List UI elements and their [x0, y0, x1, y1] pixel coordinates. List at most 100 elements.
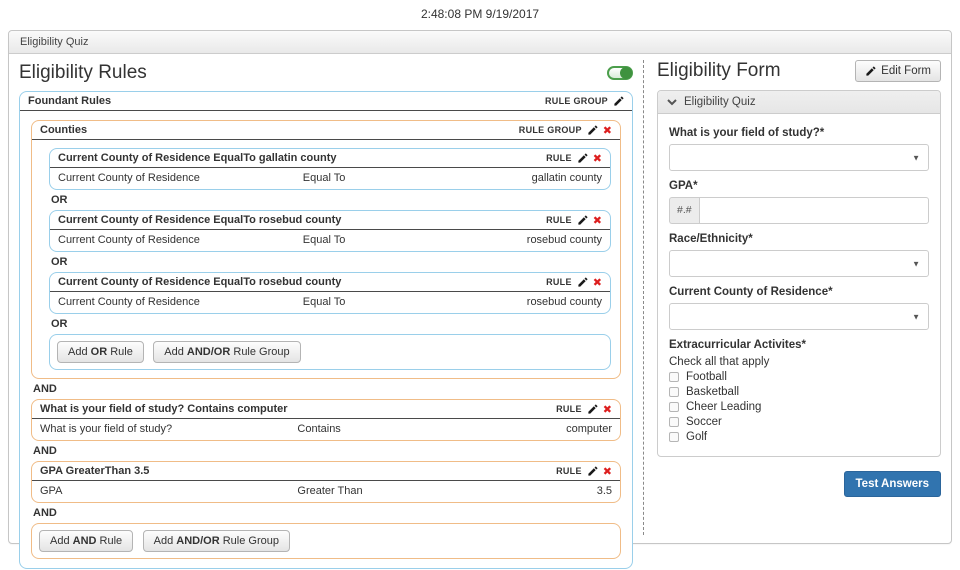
checkbox-icon[interactable]: [669, 402, 679, 412]
edit-pencil-icon[interactable]: [577, 152, 588, 164]
add-andor-rule-group-button[interactable]: Add AND/OR Rule Group: [153, 341, 301, 363]
rule-label: RULE: [546, 153, 572, 163]
rule-value: rosebud county: [526, 234, 602, 246]
checkbox-golf[interactable]: Golf: [669, 431, 929, 443]
rule-detail-row: Current County of Residence Equal To gal…: [50, 168, 610, 189]
rule-label: RULE: [556, 466, 582, 476]
rule-group-name: Counties: [40, 124, 88, 136]
rule-header: Current County of Residence EqualTo rose…: [50, 211, 610, 230]
checkbox-label: Cheer Leading: [686, 401, 762, 413]
checkbox-cheer-leading[interactable]: Cheer Leading: [669, 401, 929, 413]
rule-group-foundant-children: Counties RULE GROUP ✖ Curren: [20, 111, 632, 568]
rule-header: What is your field of study? Contains co…: [32, 400, 620, 419]
add-or-rule-container: Add OR Rule Add AND/OR Rule Group: [49, 334, 611, 370]
rules-enabled-toggle[interactable]: [607, 66, 633, 80]
rule-field: What is your field of study?: [40, 423, 173, 435]
rule-value: 3.5: [596, 485, 612, 497]
form-section-title: Eligibility Quiz: [684, 96, 756, 108]
rule-group-meta: RULE GROUP: [545, 95, 624, 107]
rule-county-2: Current County of Residence EqualTo rose…: [49, 210, 611, 252]
tab-eligibility-quiz[interactable]: Eligibility Quiz: [20, 36, 89, 48]
form-section-header[interactable]: Eligibility Quiz: [658, 91, 940, 114]
rule-meta: RULE ✖: [546, 153, 602, 164]
rule-value: gallatin county: [531, 172, 602, 184]
rule-group-counties-children: Current County of Residence EqualTo gall…: [32, 140, 620, 378]
rule-operator: Contains: [297, 423, 341, 435]
gpa-label: GPA*: [669, 180, 698, 192]
eligibility-quiz-panel: Eligibility Quiz Eligibility Rules Found…: [8, 30, 952, 569]
edit-form-label: Edit Form: [881, 65, 931, 77]
race-ethnicity-label: Race/Ethnicity*: [669, 233, 753, 245]
rule-field-of-study: What is your field of study? Contains co…: [31, 399, 621, 441]
race-ethnicity-select[interactable]: ▼: [669, 250, 929, 277]
delete-x-icon[interactable]: ✖: [592, 275, 602, 289]
rule-county-3: Current County of Residence EqualTo rose…: [49, 272, 611, 314]
rule-group-label: RULE GROUP: [518, 125, 582, 135]
rule-title: Current County of Residence EqualTo gall…: [58, 152, 337, 164]
rule-detail-row: Current County of Residence Equal To ros…: [50, 292, 610, 313]
delete-x-icon[interactable]: ✖: [592, 213, 602, 227]
add-or-rule-button[interactable]: Add OR Rule: [57, 341, 144, 363]
rule-meta: RULE ✖: [546, 215, 602, 226]
rule-operator: Equal To: [302, 234, 346, 246]
delete-x-icon[interactable]: ✖: [602, 402, 612, 416]
checkbox-icon[interactable]: [669, 417, 679, 427]
add-and-rule-button[interactable]: Add AND Rule: [39, 530, 134, 552]
county-label: Current County of Residence*: [669, 286, 833, 298]
rule-title: Current County of Residence EqualTo rose…: [58, 214, 342, 226]
rule-meta: RULE ✖: [556, 404, 612, 415]
checkbox-basketball[interactable]: Basketball: [669, 386, 929, 398]
delete-x-icon[interactable]: ✖: [602, 123, 612, 137]
rules-title: Eligibility Rules: [19, 62, 147, 83]
county-select[interactable]: ▼: [669, 303, 929, 330]
eligibility-form-column: Eligibility Form Edit Form Eligibility Q…: [644, 60, 941, 535]
rule-header: Current County of Residence EqualTo gall…: [50, 149, 610, 168]
edit-pencil-icon[interactable]: [587, 403, 598, 415]
rule-label: RULE: [546, 215, 572, 225]
rule-header: GPA GreaterThan 3.5 RULE ✖: [32, 462, 620, 481]
field-of-study-select[interactable]: ▼: [669, 144, 929, 171]
rule-operator: Equal To: [302, 172, 346, 184]
pencil-icon: [866, 65, 876, 76]
add-andor-rule-group-button[interactable]: Add AND/OR Rule Group: [142, 530, 290, 552]
rule-gpa: GPA GreaterThan 3.5 RULE ✖ GPA Greater T…: [31, 461, 621, 503]
rule-group-foundant: Foundant Rules RULE GROUP Counties RULE …: [19, 91, 633, 569]
rule-meta: RULE ✖: [556, 466, 612, 477]
edit-pencil-icon[interactable]: [587, 465, 598, 477]
checkbox-icon[interactable]: [669, 432, 679, 442]
form-actions: Test Answers: [657, 471, 941, 497]
joiner-or: OR: [51, 318, 68, 330]
gpa-input-group: #.#: [669, 197, 929, 224]
toggle-knob-icon: [620, 67, 632, 79]
rule-detail-row: What is your field of study? Contains co…: [32, 419, 620, 440]
rule-group-counties: Counties RULE GROUP ✖ Curren: [31, 120, 621, 379]
test-answers-button[interactable]: Test Answers: [843, 471, 941, 497]
check-all-help-text: Check all that apply: [669, 356, 770, 368]
checkbox-football[interactable]: Football: [669, 371, 929, 383]
checkbox-icon[interactable]: [669, 372, 679, 382]
form-section-body: What is your field of study?* ▼ GPA* #.#…: [658, 114, 940, 456]
joiner-and: AND: [33, 507, 57, 519]
rule-detail-row: Current County of Residence Equal To ros…: [50, 230, 610, 251]
gpa-input[interactable]: [698, 197, 929, 224]
edit-pencil-icon[interactable]: [577, 276, 588, 288]
rule-label: RULE: [546, 277, 572, 287]
checkbox-label: Golf: [686, 431, 708, 443]
edit-form-button[interactable]: Edit Form: [855, 60, 941, 82]
joiner-and: AND: [33, 445, 57, 457]
rule-value: rosebud county: [526, 296, 602, 308]
checkbox-soccer[interactable]: Soccer: [669, 416, 929, 428]
rule-group-foundant-header: Foundant Rules RULE GROUP: [20, 92, 632, 111]
checkbox-icon[interactable]: [669, 387, 679, 397]
rule-operator: Equal To: [302, 296, 346, 308]
panel-tab-bar: Eligibility Quiz: [9, 31, 951, 54]
eligibility-rules-column: Eligibility Rules Foundant Rules RULE GR…: [19, 60, 641, 569]
caret-down-icon: ▼: [912, 153, 920, 162]
rule-field: Current County of Residence: [58, 296, 200, 308]
edit-pencil-icon[interactable]: [577, 214, 588, 226]
edit-pencil-icon[interactable]: [587, 124, 598, 136]
delete-x-icon[interactable]: ✖: [602, 464, 612, 478]
edit-pencil-icon[interactable]: [613, 95, 624, 107]
add-and-rule-container: Add AND Rule Add AND/OR Rule Group: [31, 523, 621, 559]
delete-x-icon[interactable]: ✖: [592, 151, 602, 165]
